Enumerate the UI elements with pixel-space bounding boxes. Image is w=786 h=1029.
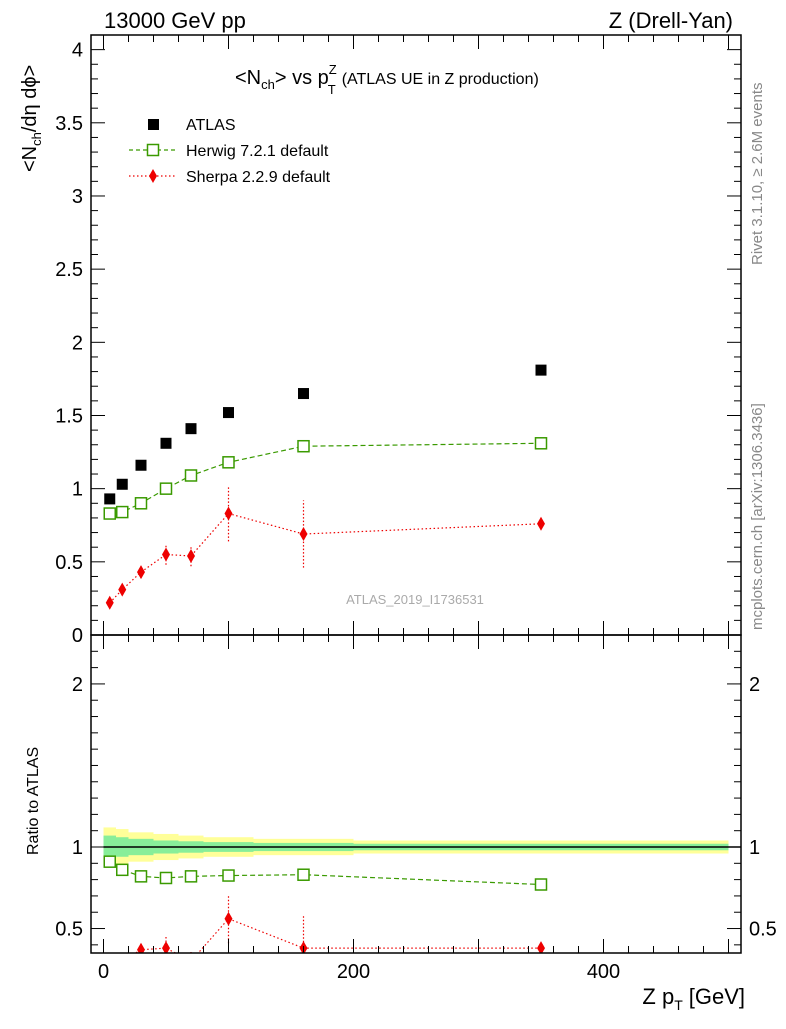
point-herwig [134, 497, 148, 510]
point-sherpa [118, 582, 127, 597]
point-herwig [184, 469, 198, 482]
point-atlas [104, 493, 116, 505]
title-sub-t: T [328, 82, 336, 97]
ratio-point-sherpa [118, 954, 126, 968]
y-tick-label: 0 [72, 625, 83, 647]
legend-marker-atlas [148, 119, 159, 130]
y-tick-label: 3.5 [55, 113, 83, 135]
point-herwig [297, 439, 310, 453]
legend: ATLAS Herwig 7.2.1 default Sherpa 2.2.9 … [129, 117, 331, 186]
y-tick-label: 3 [72, 186, 83, 208]
y-tick-label: 4 [72, 40, 83, 62]
ratio-line-sherpa [134, 918, 541, 953]
ratio-y-tick-label-right: 1 [749, 837, 760, 859]
main-panel: 00.511.522.533.54 <Nch> vs pZ T(ATLAS UE … [19, 34, 742, 647]
series-line-herwig [109, 442, 542, 515]
point-sherpa [105, 595, 114, 610]
x-tick-label: 0 [98, 961, 109, 983]
ratio-point-herwig [534, 878, 548, 891]
ratio-point-sherpa [137, 942, 145, 953]
ratio-panel: 0.5 0.5 1 1 2 2 0 200 400 Ratio to ATLAS Z pT [Ge… [25, 634, 777, 1013]
point-herwig [103, 507, 116, 520]
point-atlas [116, 478, 128, 490]
point-atlas [535, 364, 547, 376]
point-atlas [223, 407, 234, 419]
point-sherpa [162, 547, 170, 562]
ratio-point-herwig [159, 871, 173, 885]
legend-marker-sherpa [149, 169, 157, 183]
xlabel-main: Z p [642, 984, 674, 1009]
rivet-label: Rivet 3.1.10, ≥ 2.6M events [749, 83, 766, 266]
legend-entry-sherpa: Sherpa 2.2.9 default [129, 169, 331, 186]
y-tick-label: 2 [72, 332, 83, 354]
legend-label-herwig: Herwig 7.2.1 default [186, 143, 329, 160]
ratio-y-tick-label-right: 0.5 [749, 919, 777, 941]
header-left: 13000 GeV pp [104, 8, 246, 33]
title-tail: (ATLAS UE in Z production) [342, 71, 539, 88]
point-sherpa [187, 548, 195, 563]
point-atlas [185, 423, 197, 435]
legend-entry-atlas: ATLAS [148, 117, 236, 134]
ratio-point-sherpa [162, 941, 170, 953]
xlabel-unit: [GeV] [689, 984, 745, 1009]
point-herwig [534, 437, 548, 450]
ylabel-part-3: /dη dϕ> [19, 65, 41, 132]
title-sub-ch: ch [261, 77, 275, 92]
point-herwig [116, 505, 129, 519]
y-tick-label: 1.5 [55, 405, 83, 427]
ratio-point-sherpa [537, 941, 545, 953]
point-atlas [298, 388, 309, 400]
ratio-y-label: Ratio to ATLAS [25, 747, 42, 855]
point-herwig [159, 482, 173, 495]
plot-title: <Nch> vs pZ T (ATLAS UE in Z production) [235, 62, 539, 97]
ratio-y-tick-label: 1 [72, 837, 83, 859]
x-tick-label: 400 [587, 961, 620, 983]
point-herwig [222, 456, 235, 469]
legend-label-atlas: ATLAS [186, 117, 236, 134]
point-sherpa [299, 527, 308, 542]
ratio-y-tick-label: 0.5 [55, 919, 83, 941]
y-tick-label: 1 [72, 479, 83, 501]
ratio-point-herwig [103, 855, 116, 868]
ylabel-part-2: ch [29, 132, 44, 146]
legend-label-sherpa: Sherpa 2.2.9 default [186, 169, 331, 186]
point-sherpa [224, 506, 233, 521]
ratio-point-herwig [184, 870, 198, 883]
series-line-sherpa [109, 512, 542, 604]
point-sherpa [537, 516, 545, 531]
point-atlas [160, 437, 172, 449]
ratio-panel-frame [90, 634, 742, 954]
ylabel-part-1: <N [19, 146, 41, 172]
ratio-point-herwig [297, 868, 310, 881]
mcplots-label: mcplots.cern.ch [arXiv:1306.3436] [749, 403, 766, 630]
y-axis-label: <Nch/dη dϕ> [19, 65, 44, 172]
point-sherpa [137, 565, 145, 580]
x-tick-label: 200 [337, 961, 370, 983]
ratio-y-tick-label: 2 [72, 674, 83, 696]
xlabel-sub: T [674, 997, 683, 1013]
x-axis-label: Z pT [GeV] [642, 984, 745, 1013]
y-tick-label: 2.5 [55, 259, 83, 281]
ratio-y-tick-label-right: 2 [749, 674, 760, 696]
legend-marker-herwig [146, 143, 160, 157]
ratio-point-sherpa [224, 911, 233, 926]
title-mid: > vs p [275, 67, 329, 89]
y-tick-label: 0.5 [55, 552, 83, 574]
point-atlas [135, 459, 147, 471]
ratio-point-herwig [116, 863, 129, 877]
legend-entry-herwig: Herwig 7.2.1 default [129, 143, 329, 160]
title-main: <N [235, 67, 261, 89]
ratio-line-herwig [109, 861, 542, 886]
header-right: Z (Drell-Yan) [609, 8, 733, 33]
ratio-point-herwig [222, 869, 235, 882]
analysis-watermark: ATLAS_2019_I1736531 [346, 592, 484, 607]
ratio-point-herwig [134, 870, 148, 883]
title-sup: Z [329, 62, 337, 77]
ratio-point-sherpa [187, 954, 195, 968]
